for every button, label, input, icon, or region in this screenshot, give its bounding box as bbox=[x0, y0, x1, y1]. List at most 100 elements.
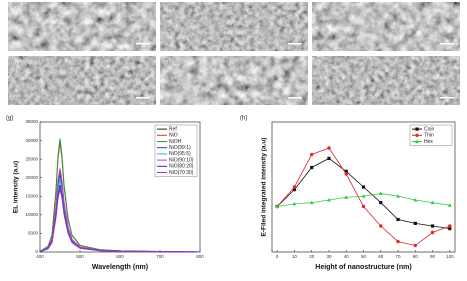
x-tick-label: 40 bbox=[344, 254, 350, 259]
series-line bbox=[276, 157, 450, 229]
marker bbox=[430, 224, 435, 228]
marker bbox=[344, 169, 348, 173]
marker bbox=[430, 230, 435, 235]
y-tick-label: 20000 bbox=[25, 175, 38, 180]
sem-image bbox=[312, 56, 460, 105]
x-tick-label: 20 bbox=[309, 254, 315, 259]
series-line bbox=[39, 185, 201, 253]
y-tick-label: 5000 bbox=[28, 231, 39, 236]
marker bbox=[292, 201, 297, 206]
y-tick-label: 0 bbox=[35, 249, 38, 254]
marker bbox=[415, 139, 419, 143]
x-tick-label: 50 bbox=[361, 254, 367, 259]
sem-images: (a) (b) (c) (d) (e) (f) bbox=[8, 2, 460, 105]
marker bbox=[344, 172, 348, 176]
marker bbox=[379, 224, 383, 228]
scale-bar bbox=[440, 43, 454, 45]
legend-label: Coin bbox=[424, 126, 435, 132]
sem-image bbox=[8, 2, 156, 51]
panel-label: (h) bbox=[240, 116, 247, 122]
legend-label: NiO(99:1) bbox=[169, 145, 191, 151]
sem-image bbox=[160, 56, 308, 105]
x-axis-label: Height of nanostructure (nm) bbox=[315, 264, 411, 271]
marker bbox=[396, 217, 400, 222]
scale-bar bbox=[136, 97, 150, 99]
y-tick-label: 35000 bbox=[25, 119, 38, 124]
marker bbox=[415, 133, 419, 137]
marker bbox=[448, 227, 452, 231]
marker bbox=[327, 146, 331, 150]
marker bbox=[361, 204, 366, 209]
legend-box bbox=[154, 124, 198, 177]
legend-label: NiOH bbox=[169, 139, 182, 145]
panel-label: (d) bbox=[11, 60, 18, 66]
y-axis-label: E-Filed integrated intensity (a.u) bbox=[261, 138, 268, 237]
panel-label: (c) bbox=[315, 6, 322, 12]
sem-image bbox=[160, 2, 308, 51]
panel-label: (f) bbox=[315, 60, 321, 66]
panel-label: (g) bbox=[6, 116, 13, 122]
marker bbox=[361, 185, 366, 189]
y-tick-label: 10000 bbox=[25, 212, 38, 217]
panel-label: (b) bbox=[163, 6, 170, 12]
marker bbox=[396, 239, 400, 244]
x-tick-label: 800 bbox=[196, 254, 204, 259]
marker bbox=[326, 198, 331, 202]
legend-label: Ref bbox=[169, 126, 177, 132]
legend-label: Hex bbox=[424, 139, 433, 145]
scale-bar bbox=[440, 97, 454, 99]
marker bbox=[292, 188, 297, 192]
marker bbox=[344, 195, 349, 199]
series-line bbox=[39, 188, 201, 253]
marker bbox=[379, 201, 383, 205]
marker bbox=[413, 198, 418, 202]
y-tick-label: 25000 bbox=[25, 156, 38, 161]
marker bbox=[447, 203, 452, 207]
panel-label: (a) bbox=[11, 6, 18, 12]
panel-label: (e) bbox=[163, 60, 170, 66]
marker bbox=[327, 156, 331, 160]
legend-label: NiO(90:10) bbox=[169, 157, 194, 163]
y-tick-label: 15000 bbox=[25, 193, 38, 198]
x-tick-label: 600 bbox=[116, 254, 124, 259]
sem-image bbox=[8, 56, 156, 105]
x-tick-label: 60 bbox=[378, 254, 384, 259]
x-tick-label: 30 bbox=[326, 254, 332, 259]
marker bbox=[310, 152, 314, 157]
marker bbox=[413, 221, 417, 225]
x-tick-label: 10 bbox=[292, 254, 298, 259]
x-tick-label: 500 bbox=[76, 254, 84, 259]
legend-label: NiO(70:30) bbox=[169, 170, 194, 176]
marker bbox=[310, 165, 314, 170]
x-tick-label: 70 bbox=[396, 254, 402, 259]
scale-bar bbox=[136, 43, 150, 45]
marker bbox=[448, 224, 452, 228]
marker bbox=[275, 204, 280, 208]
legend-label: NiO(80:20) bbox=[169, 164, 194, 170]
y-axis-label: EL intensity (a.u) bbox=[13, 161, 20, 213]
x-tick-label: 0 bbox=[276, 254, 279, 259]
x-tick-label: 80 bbox=[413, 254, 419, 259]
marker bbox=[361, 194, 366, 198]
marker bbox=[309, 200, 314, 205]
legend-label: NiO(95:5) bbox=[169, 151, 191, 157]
x-tick-label: 700 bbox=[156, 254, 164, 259]
x-tick-label: 400 bbox=[36, 254, 44, 259]
x-tick-label: 90 bbox=[430, 254, 436, 259]
x-tick-label: 100 bbox=[446, 254, 454, 259]
legend-label: NiO bbox=[169, 133, 178, 139]
marker bbox=[430, 200, 435, 205]
sem-image bbox=[312, 2, 460, 51]
x-axis-label: Wavelength (nm) bbox=[92, 264, 148, 271]
scale-bar bbox=[288, 43, 302, 45]
marker bbox=[415, 127, 419, 131]
marker bbox=[378, 191, 383, 195]
marker bbox=[396, 194, 401, 198]
legend-box bbox=[409, 124, 453, 146]
marker bbox=[413, 243, 417, 248]
marker bbox=[292, 185, 297, 189]
scale-bar bbox=[288, 97, 302, 99]
legend-label: Thin bbox=[424, 133, 434, 139]
y-tick-label: 30000 bbox=[25, 138, 38, 143]
